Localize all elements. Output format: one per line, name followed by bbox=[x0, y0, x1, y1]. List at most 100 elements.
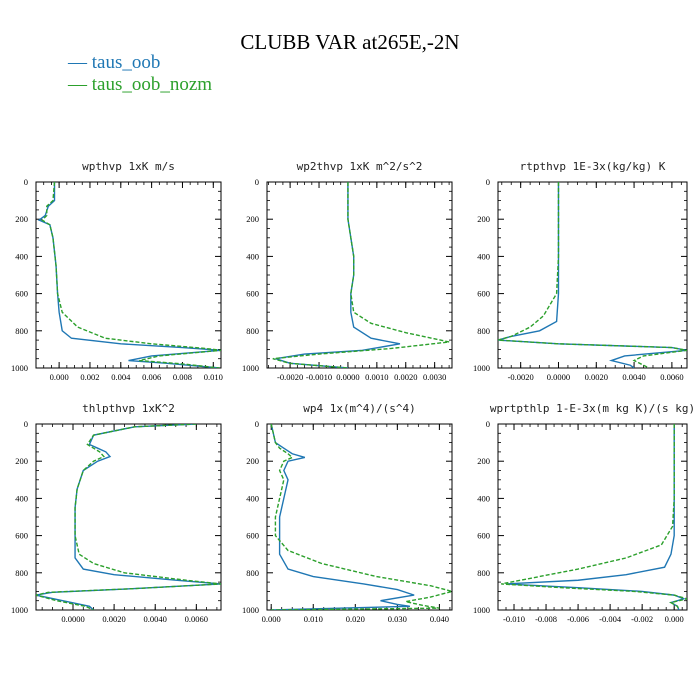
x-tick-label: 0.002 bbox=[80, 372, 99, 382]
y-tick-label: 400 bbox=[246, 251, 259, 261]
y-tick-label: 600 bbox=[15, 531, 28, 541]
x-tick-label: -0.006 bbox=[567, 614, 589, 624]
y-tick-label: 1000 bbox=[242, 363, 259, 373]
y-tick-label: 800 bbox=[246, 326, 259, 336]
x-tick-label: -0.004 bbox=[599, 614, 622, 624]
panel-title: wprtpthlp 1-E-3x(m kg K)/(s kg) bbox=[490, 402, 695, 415]
panel-title: wpthvp 1xK m/s bbox=[82, 160, 175, 173]
y-tick-label: 600 bbox=[246, 531, 259, 541]
x-tick-label: 0.040 bbox=[430, 614, 449, 624]
x-tick-label: -0.002 bbox=[631, 614, 653, 624]
legend-label: taus_oob bbox=[91, 52, 161, 73]
y-tick-label: 800 bbox=[15, 326, 28, 336]
y-tick-label: 400 bbox=[477, 493, 490, 503]
legend-line-icon: — bbox=[68, 74, 92, 95]
y-tick-label: 200 bbox=[477, 214, 490, 224]
x-tick-label: 0.030 bbox=[388, 614, 407, 624]
y-tick-label: 1000 bbox=[11, 605, 28, 615]
x-tick-label: 0.000 bbox=[262, 614, 281, 624]
plot-frame bbox=[35, 181, 222, 369]
y-tick-label: 0 bbox=[24, 419, 28, 429]
y-tick-label: 600 bbox=[15, 289, 28, 299]
y-tick-label: 800 bbox=[477, 326, 490, 336]
x-tick-label: 0.0000 bbox=[61, 614, 84, 624]
x-tick-label: 0.0030 bbox=[423, 372, 446, 382]
chart-panel-4: thlpthvp 1xK^2 0 200 400 600 800 1000 0.0000 0.0… bbox=[11, 402, 222, 624]
y-tick-label: 200 bbox=[477, 456, 490, 466]
page-title: CLUBB VAR at265E,-2N bbox=[240, 30, 460, 54]
y-tick-label: 0 bbox=[486, 419, 490, 429]
y-tick-label: 800 bbox=[15, 568, 28, 578]
x-tick-label: 0.000 bbox=[665, 614, 684, 624]
y-tick-label: 400 bbox=[477, 251, 490, 261]
y-tick-label: 400 bbox=[15, 251, 28, 261]
y-tick-label: 200 bbox=[15, 214, 28, 224]
x-tick-label: 0.008 bbox=[173, 372, 192, 382]
series-line-taus-oob bbox=[275, 182, 401, 368]
y-tick-label: 200 bbox=[246, 456, 259, 466]
series-line-taus-oob-nozm bbox=[270, 424, 452, 610]
chart-panel-2: wp2thvp 1xK m^2/s^2 0 200 400 600 800 1000 -0.0… bbox=[242, 160, 453, 382]
series-line-taus-oob-nozm bbox=[272, 182, 450, 368]
x-tick-label: -0.008 bbox=[535, 614, 557, 624]
plot-frame bbox=[266, 423, 453, 611]
y-tick-label: 800 bbox=[246, 568, 259, 578]
y-tick-label: 0 bbox=[24, 177, 28, 187]
x-tick-label: 0.004 bbox=[111, 372, 131, 382]
y-tick-label: 1000 bbox=[473, 605, 490, 615]
y-tick-label: 1000 bbox=[11, 363, 28, 373]
chart-panel-3: rtpthvp 1E-3x(kg/kg) K 0 200 400 600 800 1000 -… bbox=[473, 160, 688, 382]
plot-frame bbox=[497, 423, 688, 611]
y-tick-label: 200 bbox=[15, 456, 28, 466]
y-tick-label: 1000 bbox=[242, 605, 259, 615]
chart-panel-1: wpthvp 1xK m/s 0 200 400 600 800 1000 0.000 0.00… bbox=[11, 160, 223, 382]
series-line-taus-oob bbox=[36, 424, 221, 610]
y-tick-label: 600 bbox=[477, 289, 490, 299]
x-tick-label: 0.0020 bbox=[585, 372, 608, 382]
series-line-taus-oob bbox=[37, 182, 221, 368]
x-tick-label: -0.0010 bbox=[306, 372, 332, 382]
x-tick-label: 0.010 bbox=[204, 372, 223, 382]
x-tick-label: 0.0040 bbox=[622, 372, 645, 382]
y-tick-label: 0 bbox=[255, 419, 259, 429]
x-tick-label: 0.0060 bbox=[185, 614, 208, 624]
panel-title: rtpthvp 1E-3x(kg/kg) K bbox=[520, 160, 666, 173]
series-line-taus-oob-nozm bbox=[41, 182, 221, 368]
plot-frame bbox=[266, 181, 453, 369]
x-tick-label: 0.0010 bbox=[365, 372, 388, 382]
legend-label: taus_oob_nozm bbox=[91, 74, 213, 95]
x-tick-label: 0.0060 bbox=[660, 372, 683, 382]
x-tick-label: 0.006 bbox=[142, 372, 161, 382]
x-tick-label: 0.010 bbox=[304, 614, 323, 624]
series-line-taus-oob bbox=[270, 424, 415, 610]
legend-item-taus-oob-nozm: — taus_oob_nozm bbox=[68, 74, 212, 96]
series-line-taus-oob bbox=[498, 182, 687, 368]
y-tick-label: 1000 bbox=[473, 363, 490, 373]
y-tick-label: 400 bbox=[246, 493, 259, 503]
panel-title: wp4 1x(m^4)/(s^4) bbox=[303, 402, 416, 415]
y-tick-label: 0 bbox=[486, 177, 490, 187]
legend-line-icon: — bbox=[68, 52, 92, 73]
chart-panel-6: wprtpthlp 1-E-3x(m kg K)/(s kg)0 200 400 60… bbox=[473, 402, 695, 624]
plot-frame bbox=[497, 181, 688, 369]
x-tick-label: 0.0020 bbox=[102, 614, 125, 624]
panel-title: thlpthvp 1xK^2 bbox=[82, 402, 175, 415]
x-tick-label: -0.0020 bbox=[508, 372, 534, 382]
panel-title: wp2thvp 1xK m^2/s^2 bbox=[297, 160, 423, 173]
y-tick-label: 200 bbox=[246, 214, 259, 224]
x-tick-label: -0.010 bbox=[503, 614, 525, 624]
y-tick-label: 600 bbox=[246, 289, 259, 299]
x-tick-label: 0.0020 bbox=[394, 372, 417, 382]
x-tick-label: 0.0040 bbox=[144, 614, 167, 624]
series-line-taus-oob-nozm bbox=[498, 182, 687, 368]
y-tick-label: 400 bbox=[15, 493, 28, 503]
x-tick-label: 0.0000 bbox=[336, 372, 359, 382]
legend-item-taus-oob: — taus_oob bbox=[68, 52, 160, 74]
x-tick-label: 0.020 bbox=[346, 614, 365, 624]
y-tick-label: 600 bbox=[477, 531, 490, 541]
x-tick-label: 0.0000 bbox=[547, 372, 570, 382]
y-tick-label: 0 bbox=[255, 177, 259, 187]
y-tick-label: 800 bbox=[477, 568, 490, 578]
